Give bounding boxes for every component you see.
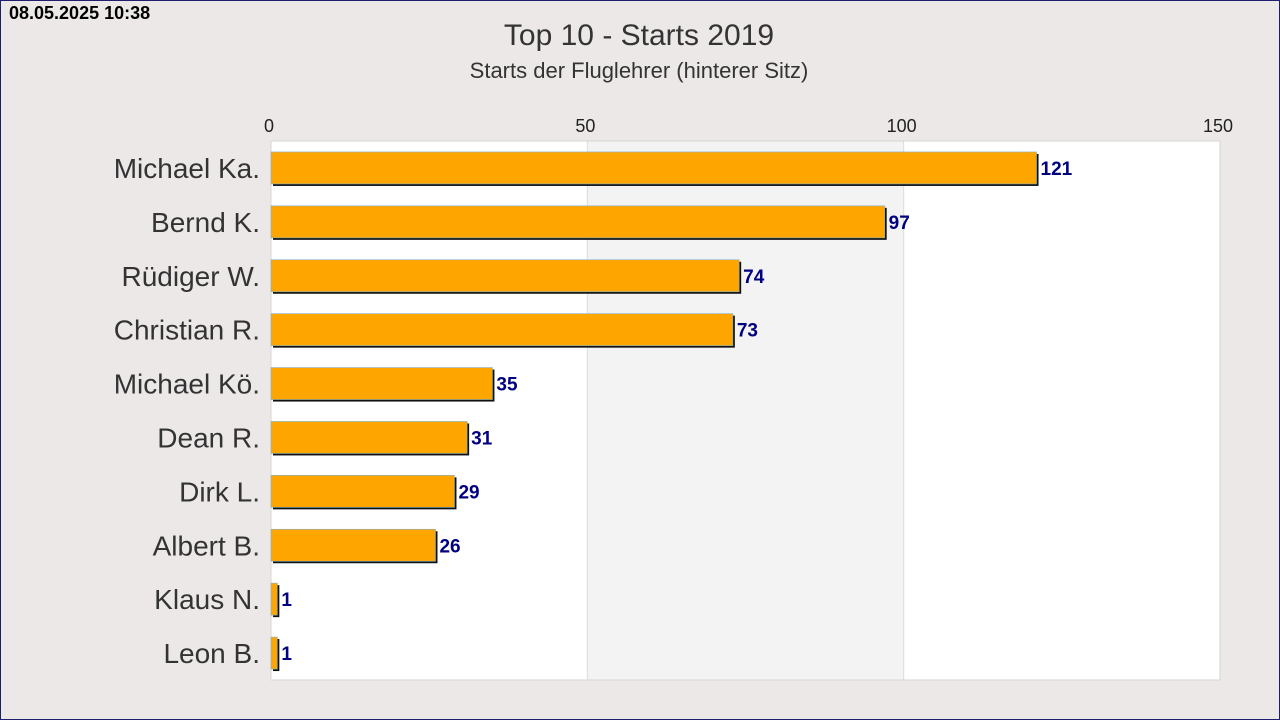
plot-border — [270, 140, 1221, 681]
category-label: Dirk L. — [179, 476, 260, 507]
category-label: Michael Kö. — [114, 369, 260, 400]
bar — [270, 582, 278, 616]
value-label: 35 — [496, 375, 518, 396]
category-label: Albert B. — [153, 530, 260, 561]
bar — [270, 313, 734, 346]
bar — [270, 636, 278, 670]
category-label: Leon B. — [163, 638, 260, 669]
tick-label: 100 — [887, 116, 917, 136]
category-label: Michael Ka. — [114, 153, 260, 184]
category-label: Christian R. — [114, 315, 260, 346]
bar — [270, 475, 455, 508]
value-label: 73 — [737, 321, 758, 342]
value-label: 74 — [743, 267, 765, 288]
bar — [270, 528, 436, 562]
bar — [270, 205, 885, 239]
x-axis-ticks: 0 50 100 150 — [264, 116, 1233, 136]
value-label: 29 — [458, 482, 479, 503]
category-label: Dean R. — [157, 422, 260, 453]
bar — [270, 259, 740, 293]
category-label: Rüdiger W. — [122, 261, 261, 292]
category-label: Klaus N. — [154, 584, 260, 615]
tick-label: 150 — [1203, 116, 1233, 136]
value-label: 121 — [1041, 159, 1073, 180]
value-label: 31 — [471, 428, 493, 449]
category-label: Bernd K. — [151, 207, 260, 238]
chart-subtitle: Starts der Fluglehrer (hinterer Sitz) — [469, 58, 809, 83]
bar — [270, 421, 468, 454]
timestamp: 08.05.2025 10:38 — [9, 3, 151, 23]
tick-label: 0 — [264, 116, 274, 136]
chart-title: Top 10 - Starts 2019 — [503, 19, 775, 52]
bar — [270, 367, 493, 400]
grid-band — [903, 141, 1220, 680]
value-label: 1 — [281, 644, 292, 665]
value-label: 26 — [439, 536, 460, 557]
bars — [270, 151, 1039, 672]
bar — [270, 151, 1037, 185]
value-label: 97 — [889, 213, 910, 234]
value-labels: 121 97 74 73 35 31 29 26 1 1 — [281, 159, 1072, 665]
tick-label: 50 — [575, 116, 595, 136]
category-labels: Michael Ka. Bernd K. Rüdiger W. Christian R… — [114, 153, 260, 669]
value-label: 1 — [281, 590, 292, 611]
